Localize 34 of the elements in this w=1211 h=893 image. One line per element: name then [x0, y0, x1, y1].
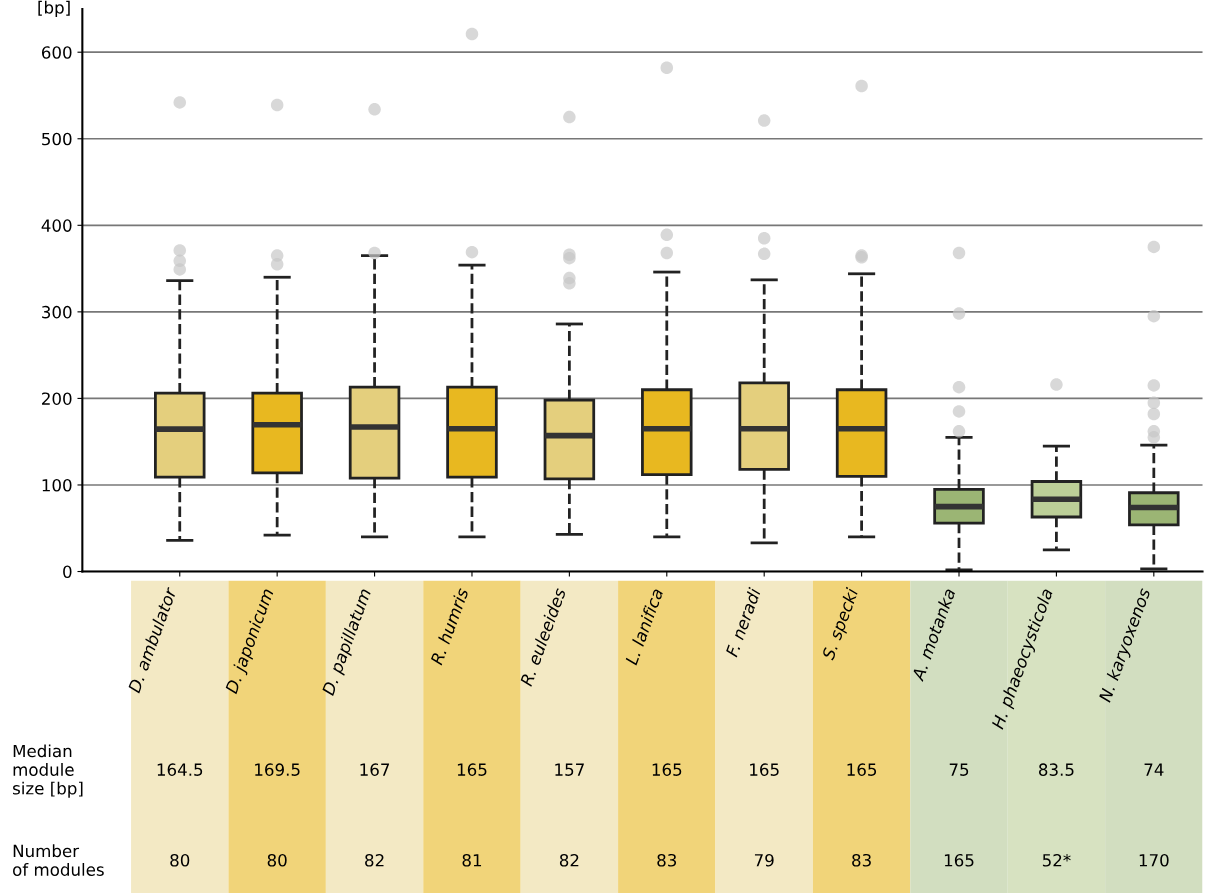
text: Number of modules [13, 844, 104, 876]
text: 164.5 [157, 763, 203, 776]
text: 169.5 [255, 763, 300, 776]
y-tick-label: 400 [41, 219, 72, 232]
text: 82 [559, 853, 579, 867]
text: 74 [1144, 763, 1164, 776]
text: 165 [652, 763, 682, 776]
text: 82 [365, 853, 384, 867]
text: 83.5 [1038, 763, 1074, 776]
text: Median module size [bp] [13, 744, 83, 798]
y-tick-label: 200 [42, 392, 72, 405]
x-tick-label: S. specki [821, 586, 862, 662]
text: 80 [267, 853, 287, 867]
text: 79 [754, 853, 774, 867]
text: 80 [170, 853, 190, 867]
text: 81 [462, 853, 482, 867]
text: 167 [360, 763, 390, 776]
y-tick-label: 300 [42, 305, 72, 319]
y-tick-label: 600 [41, 46, 72, 59]
text: 157 [555, 763, 584, 776]
text: 52* [1042, 853, 1071, 867]
text: 75 [949, 763, 969, 776]
y-tick-label: 500 [42, 132, 72, 146]
text: 83 [657, 853, 677, 867]
text: 170 [1139, 853, 1169, 867]
y-tick-label: 100 [42, 478, 72, 492]
y-axis-title: [bp] [38, 0, 70, 17]
text: 165 [944, 853, 974, 867]
y-tick-label: 0 [63, 565, 72, 579]
text: 165 [457, 763, 487, 776]
text: 83 [852, 853, 871, 867]
text: 165 [847, 763, 877, 776]
text: 165 [750, 763, 779, 776]
x-tick-label: F. neradi [724, 586, 762, 658]
